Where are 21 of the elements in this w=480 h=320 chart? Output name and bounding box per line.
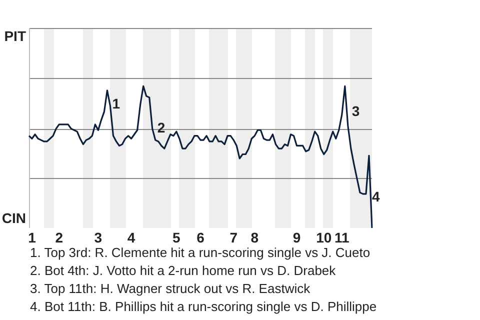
x-tick-label: 9 (292, 229, 301, 246)
text: 3. Top 11th: H. Wagner struck out vs R. Eastwick (30, 280, 312, 298)
x-tick-label: 11 (334, 229, 350, 246)
x-tick-label: 2 (55, 229, 64, 246)
x-tick-label: 8 (250, 229, 259, 246)
annotation: 4 (372, 188, 380, 205)
text: 4. Bot 11th: B. Phillips hit a run-scoring single vs D. Phillippe (30, 298, 378, 316)
x-tick-label: 4 (127, 229, 136, 246)
annotation: 3 (352, 103, 360, 120)
x-tick-label: 7 (230, 229, 238, 246)
x-tick-label: 10 (316, 229, 332, 246)
annotation: 2 (157, 120, 166, 136)
text: PIT (4, 28, 26, 44)
annotation: 1 (112, 95, 120, 112)
x-tick-label: 5 (172, 229, 181, 246)
x-tick-label: 3 (94, 229, 102, 246)
x-tick-label: 6 (196, 229, 205, 246)
text: CIN (2, 210, 26, 226)
text: 1. Top 3rd: R. Clemente hit a run-scoring single vs J. Cueto (30, 244, 372, 262)
x-tick-label: 1 (28, 229, 36, 246)
text: 2. Bot 4th: J. Votto hit a 2-run home run vs D. Drabek (30, 262, 337, 280)
